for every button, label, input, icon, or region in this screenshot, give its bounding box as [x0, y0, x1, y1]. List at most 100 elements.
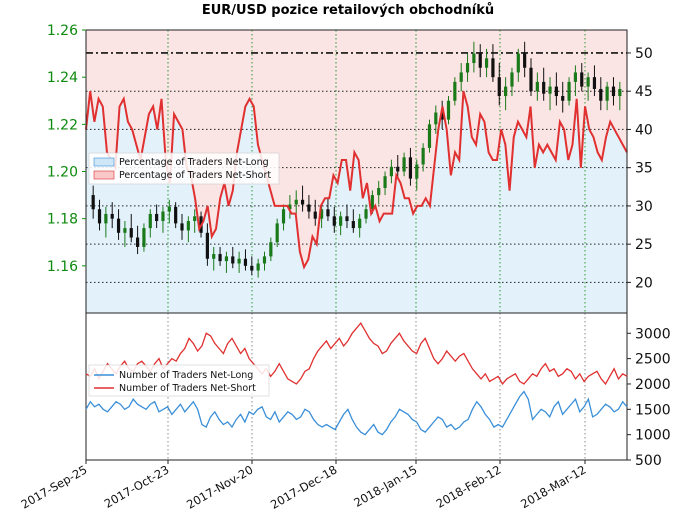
price-tick-label: 1.26 [47, 23, 78, 39]
candle-body [262, 256, 267, 264]
candle-body [453, 81, 457, 101]
count-net-short-line [85, 322, 628, 386]
candle-body [155, 213, 159, 222]
candle-body [396, 166, 400, 172]
candle-body [484, 58, 489, 68]
x-tick-label: 2018-Jan-15 [351, 462, 419, 509]
candle-body [313, 211, 317, 219]
candle-body [104, 213, 108, 224]
candle-body [161, 211, 165, 222]
candle-body [193, 216, 197, 222]
candle-body [611, 86, 616, 97]
candle-body [446, 100, 451, 120]
candle-body [129, 228, 133, 238]
count-tick-label: 2000 [635, 377, 671, 393]
candle-body [269, 242, 273, 257]
candle-body [580, 72, 584, 87]
candle-body [224, 256, 229, 262]
candle-body [434, 112, 438, 125]
candle-body [478, 53, 482, 68]
candle-body [275, 223, 279, 243]
candle-body [91, 195, 95, 210]
candle-body [465, 63, 470, 73]
pct-tick-label: 30 [635, 199, 653, 215]
pct-tick-label: 25 [635, 237, 653, 253]
pct-tick-label: 50 [635, 46, 653, 62]
legend-label-count-short: Number of Traders Net-Short [119, 383, 256, 394]
price-tick-label: 1.24 [47, 70, 78, 86]
candle-body [174, 206, 178, 224]
legend-swatch-net-short [93, 170, 115, 180]
candle-body [599, 88, 603, 101]
price-tick-label: 1.20 [47, 165, 78, 181]
candle-body [523, 53, 527, 68]
candle-body [218, 254, 222, 262]
candle-body [243, 258, 248, 266]
candle-body [567, 81, 571, 101]
candle-body [415, 164, 419, 179]
price-tick-label: 1.18 [47, 212, 78, 228]
legend-bottom: Number of Traders Net-Long Number of Tra… [88, 364, 270, 397]
candle-body [491, 58, 495, 78]
candle-body [148, 213, 152, 229]
candle-body [573, 72, 578, 82]
candle-body [383, 176, 387, 189]
candle-body [237, 258, 241, 264]
candle-body [300, 199, 305, 205]
candle-body [135, 237, 140, 247]
candle-body [212, 254, 216, 259]
candle-body [535, 81, 539, 92]
candle-body [339, 216, 343, 226]
net-short-area [86, 30, 627, 268]
pct-net-short-line [85, 90, 628, 270]
legend-top: Percentage of Traders Net-Long Percentag… [88, 152, 280, 185]
candle-body [326, 209, 330, 217]
pct-tick-label: 40 [635, 122, 653, 138]
candle-body [281, 209, 286, 224]
pct-tick-label: 45 [635, 84, 653, 100]
candle-body [389, 166, 393, 177]
candle-body [250, 265, 254, 271]
price-tick-label: 1.22 [47, 117, 78, 133]
candle-body [370, 195, 374, 210]
candle-body [427, 124, 432, 148]
x-tick-label: 2017-Oct-23 [102, 462, 172, 510]
count-tick-label: 1000 [635, 428, 671, 444]
bottom-panel-frame [85, 312, 628, 461]
candle-body [408, 157, 413, 179]
candle-body [377, 188, 381, 196]
candle-body [561, 96, 565, 101]
candle-body [351, 221, 355, 229]
candle-body [592, 77, 597, 89]
candle-body [142, 228, 146, 247]
count-net-long-line [85, 390, 628, 436]
candle-body [345, 216, 349, 222]
count-tick-label: 1500 [635, 402, 671, 418]
candle-body [332, 216, 336, 226]
candle-body [116, 218, 121, 233]
legend-label-net-short: Percentage of Traders Net-Short [119, 170, 271, 181]
candle-body [529, 67, 533, 92]
candle-body [548, 86, 552, 94]
x-tick-label: 2017-Sep-25 [19, 462, 90, 511]
candle-body [320, 209, 324, 219]
pct-tick-label: 35 [635, 161, 653, 177]
candle-body [186, 221, 190, 231]
candle-body [472, 53, 476, 64]
candle-body [307, 204, 311, 212]
count-tick-label: 2500 [635, 352, 671, 368]
x-tick-label: 2017-Nov-20 [184, 462, 255, 511]
candle-body [256, 263, 260, 271]
x-tick-label: 2018-Mar-12 [518, 462, 588, 511]
candle-body [97, 209, 102, 224]
legend-label-count-long: Number of Traders Net-Long [119, 370, 253, 381]
candle-body [205, 232, 209, 259]
candle-body [605, 86, 609, 101]
candle-body [167, 206, 171, 212]
x-tick-label: 2018-Feb-12 [434, 462, 504, 510]
pct-tick-label: 20 [635, 275, 653, 291]
candle-body [516, 53, 520, 73]
chart-title: EUR/USD pozice retailových obchodníků [202, 3, 494, 18]
candle-body [364, 209, 368, 219]
candle-body [510, 72, 514, 87]
